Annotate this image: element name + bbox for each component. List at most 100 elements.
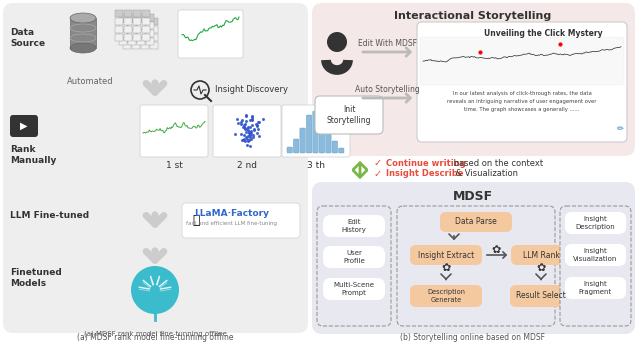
Bar [119, 14, 127, 21]
Bar [124, 26, 132, 33]
Point [258, 116, 268, 121]
Text: Automated: Automated [67, 78, 113, 86]
Point [237, 137, 248, 142]
Bar [137, 30, 145, 37]
FancyBboxPatch shape [511, 245, 571, 265]
Point [246, 116, 257, 121]
Bar [137, 22, 145, 29]
Circle shape [150, 285, 160, 295]
Point [239, 125, 250, 130]
Bar [142, 18, 150, 25]
Point [236, 121, 246, 126]
Bar [137, 38, 145, 45]
Point [243, 133, 253, 139]
Text: 🦙: 🦙 [192, 213, 200, 226]
Point [244, 129, 255, 134]
Text: Data Parse: Data Parse [455, 217, 497, 226]
Bar [128, 38, 136, 45]
Bar [124, 34, 132, 41]
Bar [150, 26, 158, 33]
Bar [133, 34, 141, 41]
Text: Data
Source: Data Source [10, 27, 45, 48]
FancyBboxPatch shape [410, 285, 482, 307]
FancyBboxPatch shape [565, 277, 626, 299]
FancyBboxPatch shape [565, 212, 626, 234]
Text: LLaMA·Factory: LLaMA·Factory [195, 209, 269, 217]
Point [238, 137, 248, 143]
FancyBboxPatch shape [326, 131, 331, 153]
Bar [150, 42, 158, 49]
Text: ✿: ✿ [536, 263, 546, 273]
Circle shape [131, 266, 179, 314]
Point [244, 134, 255, 140]
Text: & Visualization: & Visualization [453, 169, 518, 178]
Text: LLM Fine-tuned: LLM Fine-tuned [10, 211, 89, 220]
Point [241, 129, 252, 135]
Point [241, 118, 251, 124]
Point [252, 123, 262, 129]
Bar [132, 26, 140, 33]
Point [240, 125, 250, 131]
Bar [115, 26, 123, 33]
Text: Finetuned
Models: Finetuned Models [10, 268, 61, 288]
FancyBboxPatch shape [319, 118, 324, 153]
Bar [128, 22, 136, 29]
Point [229, 131, 239, 137]
Bar [123, 26, 131, 33]
Text: Insight
Visualization: Insight Visualization [573, 248, 617, 262]
FancyBboxPatch shape [323, 278, 385, 300]
FancyBboxPatch shape [140, 105, 208, 157]
Point [241, 134, 252, 139]
Bar [115, 10, 123, 17]
Point [246, 131, 257, 136]
Bar [142, 10, 150, 17]
Point [236, 131, 246, 137]
Text: ▶: ▶ [20, 121, 28, 131]
FancyBboxPatch shape [440, 212, 512, 232]
FancyBboxPatch shape [282, 105, 350, 157]
Point [233, 121, 243, 126]
Text: Interactional Storytelling: Interactional Storytelling [394, 11, 552, 21]
Bar [115, 18, 123, 25]
Text: Insight
Fragment: Insight Fragment [579, 281, 612, 295]
Text: Unveiling the Click Mystery: Unveiling the Click Mystery [484, 28, 603, 37]
Text: (a) MDSF rank model fine-tunning offline: (a) MDSF rank model fine-tunning offline [77, 332, 233, 342]
FancyBboxPatch shape [300, 128, 305, 153]
Point [236, 119, 246, 125]
Bar [142, 26, 150, 33]
Point [243, 124, 253, 130]
Point [245, 132, 255, 138]
FancyBboxPatch shape [410, 245, 482, 265]
Bar [119, 22, 127, 29]
FancyBboxPatch shape [420, 37, 624, 85]
Text: ✿: ✿ [492, 245, 500, 255]
Point [241, 142, 252, 147]
Point [243, 138, 253, 143]
FancyBboxPatch shape [332, 141, 337, 153]
Text: Insight Extract: Insight Extract [418, 250, 474, 260]
Bar [115, 34, 123, 41]
Point [237, 118, 248, 123]
Bar [150, 34, 158, 41]
Point [246, 128, 256, 134]
Point [232, 116, 242, 122]
Point [239, 133, 249, 138]
Point [241, 113, 251, 118]
Bar [119, 30, 127, 37]
Point [247, 118, 257, 123]
Point [245, 117, 255, 123]
Bar [146, 38, 154, 45]
Point [244, 130, 254, 135]
Point [242, 127, 252, 132]
Text: (a) MDSF rank model fine-tunning offline: (a) MDSF rank model fine-tunning offline [84, 331, 227, 337]
FancyBboxPatch shape [510, 285, 572, 307]
Point [239, 138, 250, 143]
Ellipse shape [70, 43, 96, 53]
Bar [146, 22, 154, 29]
Bar [141, 18, 149, 25]
Bar [133, 10, 141, 17]
Bar [132, 18, 140, 25]
Bar [146, 30, 154, 37]
FancyBboxPatch shape [10, 115, 38, 137]
Text: ✿: ✿ [442, 263, 451, 273]
